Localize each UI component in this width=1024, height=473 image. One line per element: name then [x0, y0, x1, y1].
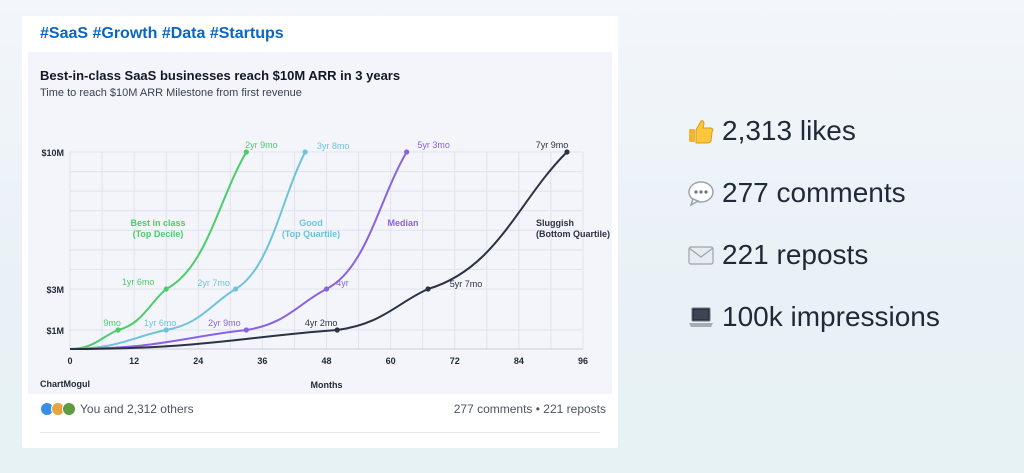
series-line-1 — [69, 151, 307, 350]
data-point — [163, 327, 169, 333]
post-hashtags[interactable]: #SaaS #Growth #Data #Startups — [40, 25, 284, 42]
data-point-label: 4yr — [336, 278, 349, 288]
comments-count: 277 comments — [722, 177, 906, 208]
envelope-icon — [686, 241, 716, 269]
data-point — [243, 327, 249, 333]
data-point — [564, 149, 570, 155]
series-name-label: Median — [387, 218, 418, 228]
comments-stat: 277 comments — [686, 162, 940, 224]
x-tick-label: 0 — [67, 356, 72, 366]
data-point — [233, 286, 239, 292]
data-point — [243, 149, 249, 155]
x-tick-label: 48 — [321, 356, 331, 366]
x-tick-label: 24 — [193, 356, 203, 366]
reactions-text: You and 2,312 others — [80, 402, 194, 416]
likes-count: 2,313 likes — [722, 115, 856, 146]
x-axis-label: Months — [311, 380, 343, 390]
chart-subtitle: Time to reach $10M ARR Milestone from fi… — [40, 87, 302, 99]
data-point — [425, 286, 431, 292]
y-tick-label: $10M — [41, 148, 64, 158]
data-point-label: 5yr 3mo — [417, 140, 450, 150]
card-divider — [40, 432, 600, 433]
series-line-0 — [69, 151, 248, 350]
x-tick-label: 72 — [450, 356, 460, 366]
thumbs-up-icon — [686, 117, 716, 145]
data-point-label: 4yr 2mo — [305, 318, 338, 328]
stats-panel: 2,313 likes 277 comments 221 reposts — [686, 100, 940, 348]
speech-bubble-icon — [686, 179, 716, 207]
data-point — [302, 149, 308, 155]
x-tick-label: 36 — [257, 356, 267, 366]
likes-stat: 2,313 likes — [686, 100, 940, 162]
series-name-label: Sluggish — [536, 218, 574, 228]
social-counts-bar: You and 2,312 others 277 comments • 221 … — [40, 402, 606, 422]
x-tick-label: 96 — [578, 356, 588, 366]
data-point-label: 2yr 9mo — [245, 140, 278, 150]
series-line-2 — [69, 151, 408, 350]
data-point-label: 3yr 8mo — [317, 141, 350, 151]
x-tick-label: 60 — [386, 356, 396, 366]
data-point — [404, 149, 410, 155]
chart-brand-label: ChartMogul — [40, 379, 90, 389]
chart-image: Best-in-class SaaS businesses reach $10M… — [28, 52, 612, 394]
series-name-label: Best in class — [130, 218, 185, 228]
series-name-sublabel: (Top Quartile) — [282, 229, 340, 239]
data-point-label: 2yr 9mo — [208, 318, 241, 328]
y-tick-label: $3M — [46, 285, 64, 295]
laptop-icon — [686, 303, 716, 331]
reactions-summary[interactable]: You and 2,312 others — [40, 402, 194, 416]
data-point-label: 1yr 6mo — [144, 318, 177, 328]
post-card: #SaaS #Growth #Data #Startups Best-in-cl… — [22, 16, 618, 448]
data-point — [323, 286, 330, 292]
x-tick-label: 84 — [514, 356, 524, 366]
series-line-3 — [69, 151, 568, 350]
data-point — [163, 286, 169, 292]
impressions-stat: 100k impressions — [686, 286, 940, 348]
data-point — [334, 327, 340, 333]
data-point-label: 7yr 9mo — [536, 140, 569, 150]
data-point — [115, 327, 121, 333]
chart-title: Best-in-class SaaS businesses reach $10M… — [40, 68, 401, 83]
data-point-label: 1yr 6mo — [122, 277, 155, 287]
line-chart: $1M $3M $10M 0 12 24 36 48 60 72 84 96 Months ChartMo… — [40, 140, 610, 390]
series-name-label: Good — [299, 218, 323, 228]
x-tick-label: 12 — [129, 356, 139, 366]
reaction-icons — [40, 402, 76, 416]
data-point-label: 5yr 7mo — [450, 279, 483, 289]
y-tick-label: $1M — [46, 326, 64, 336]
series-name-sublabel: (Top Decile) — [133, 229, 184, 239]
reposts-stat: 221 reposts — [686, 224, 940, 286]
data-point-label: 9mo — [103, 318, 121, 328]
reposts-count: 221 reposts — [722, 239, 869, 270]
series-name-sublabel: (Bottom Quartile) — [536, 229, 610, 239]
comments-reposts-count[interactable]: 277 comments • 221 reposts — [453, 402, 606, 416]
data-point-label: 2yr 7mo — [197, 278, 230, 288]
impressions-count: 100k impressions — [722, 301, 940, 332]
support-reaction-icon — [62, 402, 76, 416]
